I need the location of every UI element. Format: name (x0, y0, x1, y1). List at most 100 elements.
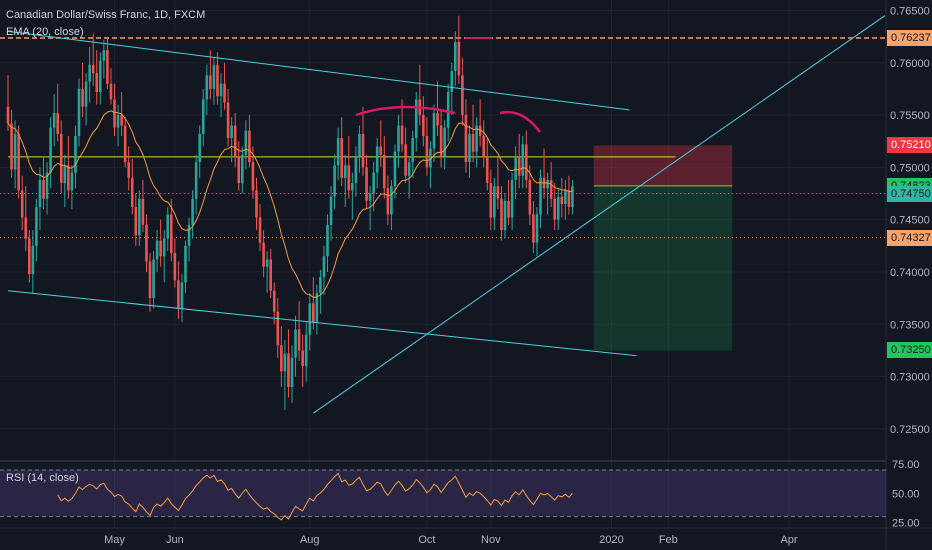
candle-body-41 (152, 259, 155, 299)
candle-body-59 (216, 64, 219, 97)
price-tag: 0.74327 (887, 229, 932, 246)
candle-body-140 (503, 200, 507, 231)
candle-body-143 (514, 156, 517, 180)
candle-body-6 (28, 238, 31, 275)
candle-body-69 (251, 162, 255, 191)
candle-body-125 (450, 71, 454, 93)
candle-body-54 (198, 133, 201, 163)
price-tick-label: 0.74000 (890, 267, 930, 279)
candle-body-119 (429, 148, 432, 168)
candle-body-29 (109, 83, 113, 100)
candle-body-67 (244, 130, 248, 155)
candle-body-148 (532, 214, 535, 243)
candle-body-113 (407, 162, 411, 176)
candle-body-57 (209, 75, 212, 89)
time-axis[interactable]: May Jun Aug Oct Nov 2020 Feb Apr (104, 534, 798, 546)
candle-body-142 (510, 179, 514, 218)
rsi-legend[interactable]: RSI (14, close) (6, 472, 79, 484)
candle-body-40 (148, 261, 152, 299)
candle-body-61 (223, 83, 226, 103)
price-tick-label: 0.72500 (890, 424, 930, 436)
candle-body-129 (464, 115, 468, 163)
time-tick-label: Oct (418, 534, 435, 546)
candle-body-127 (457, 41, 461, 76)
candle-body-1 (10, 123, 13, 170)
candle-body-22 (84, 81, 88, 107)
price-tag: 0.75210 (887, 137, 932, 154)
candle-body-52 (191, 198, 194, 225)
candle-body-150 (539, 177, 542, 215)
candle-body-90 (326, 224, 329, 257)
candlestick-series (6, 15, 574, 411)
trendline-1 (7, 290, 637, 357)
candle-body-120 (432, 112, 436, 149)
candle-body-107 (386, 188, 390, 215)
price-tick-label: 0.76500 (890, 5, 930, 17)
candle-body-38 (141, 198, 145, 225)
candle-body-84 (304, 334, 308, 367)
candle-body-36 (134, 207, 138, 236)
candle-body-102 (368, 193, 372, 201)
candle-body-81 (294, 329, 297, 358)
candle-body-21 (81, 88, 84, 107)
head-shoulders-arc-left (355, 105, 456, 117)
candle-body-133 (478, 125, 482, 136)
candle-body-106 (383, 154, 386, 189)
chart-title: Canadian Dollar/Swiss Franc, 1D, FXCM (6, 9, 206, 21)
candle-body-39 (145, 224, 148, 262)
ema-line (7, 110, 573, 298)
candle-body-91 (329, 196, 333, 225)
candle-body-123 (443, 127, 446, 157)
candle-body-117 (422, 115, 425, 136)
price-tick-label: 0.73500 (890, 319, 930, 331)
candle-body-157 (564, 190, 567, 204)
candle-body-141 (507, 200, 510, 218)
candle-body-131 (471, 133, 475, 152)
candle-body-89 (322, 256, 326, 278)
candle-body-20 (77, 88, 81, 136)
candle-body-80 (290, 357, 294, 388)
candle-body-147 (528, 179, 532, 215)
candle-body-159 (571, 186, 574, 208)
time-tick-label: Jun (166, 534, 184, 546)
candle-body-68 (248, 130, 251, 163)
candle-body-132 (475, 125, 478, 152)
trendlines (7, 15, 886, 414)
candle-body-33 (123, 125, 127, 163)
candle-body-85 (308, 303, 312, 335)
price-tick-label: 0.73000 (890, 372, 930, 384)
candle-body-86 (312, 303, 315, 323)
ema-legend[interactable]: EMA (20, close) (6, 26, 84, 38)
candle-body-95 (343, 165, 347, 178)
rsi-line (57, 472, 573, 521)
candle-body-25 (95, 73, 99, 93)
candle-body-8 (35, 207, 38, 246)
candle-body-114 (411, 138, 414, 163)
candle-body-137 (493, 186, 496, 218)
price-tick-label: 0.75000 (890, 162, 930, 174)
candle-body-3 (17, 133, 20, 191)
candle-body-58 (212, 64, 216, 89)
candle-body-96 (347, 165, 351, 191)
candle-body-65 (237, 156, 241, 184)
candle-body-94 (340, 138, 343, 178)
price-tick-label: 0.74500 (890, 215, 930, 227)
candle-body-12 (49, 127, 52, 173)
candle-body-111 (400, 125, 404, 145)
price-tag: 0.76237 (887, 29, 932, 46)
price-tick-label: 0.76000 (890, 58, 930, 70)
candle-body-7 (31, 245, 35, 275)
time-tick-label: May (104, 534, 125, 546)
trendline-0 (7, 30, 630, 111)
candle-body-31 (116, 115, 120, 128)
price-axis[interactable]: 0.76500 0.76000 0.75500 0.75000 0.74500 0.740… (890, 5, 930, 435)
candle-body-97 (351, 183, 354, 191)
candle-body-16 (63, 165, 67, 184)
time-tick-label: Aug (300, 534, 320, 546)
candle-body-44 (162, 238, 166, 257)
candle-body-92 (333, 165, 336, 197)
candle-body-46 (170, 214, 173, 254)
candle-body-128 (461, 75, 464, 116)
candle-body-71 (258, 217, 262, 243)
